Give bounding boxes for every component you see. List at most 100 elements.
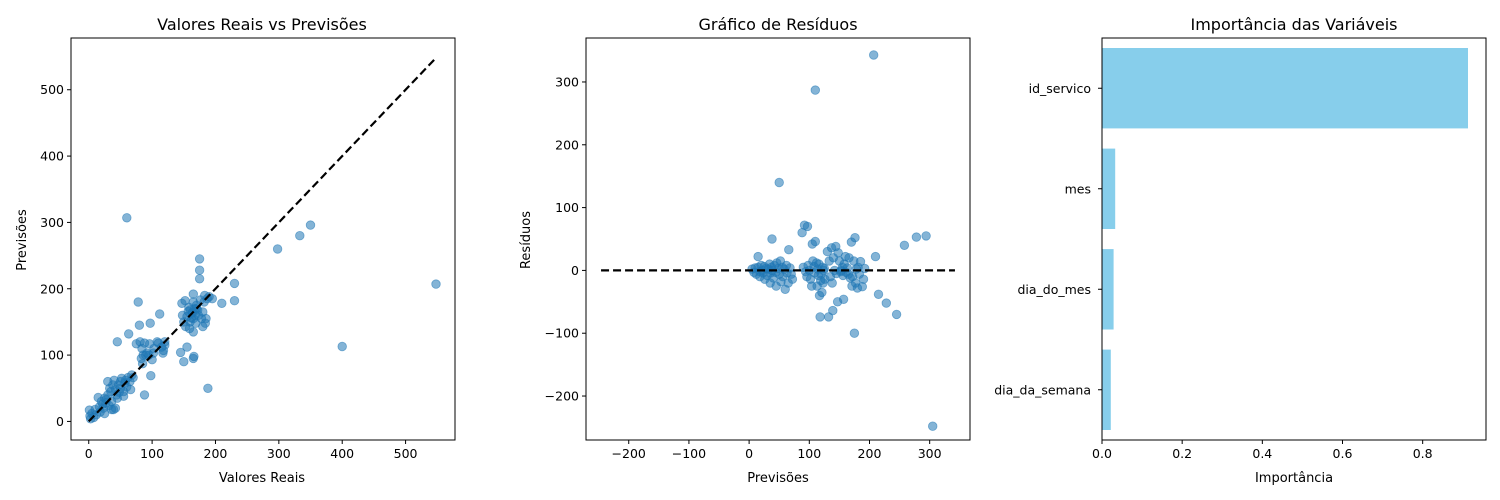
data-point	[295, 230, 305, 241]
data-point	[203, 383, 213, 394]
data-point	[911, 232, 922, 242]
data-point	[188, 289, 199, 299]
y-tick-label: 300	[555, 74, 579, 89]
x-axis-label: Previsões	[747, 471, 809, 486]
residuals-chart: Gráfico de Resíduos Previsões Resíduos −…	[519, 15, 971, 486]
chart-title: Importância das Variáveis	[1191, 15, 1398, 34]
data-point	[753, 251, 763, 262]
x-tick-label: 200	[204, 446, 228, 461]
x-tick-label: 0.4	[1252, 446, 1272, 461]
data-point	[431, 279, 441, 289]
x-tick-label: 400	[330, 446, 354, 461]
data-point	[194, 254, 205, 264]
data-point	[179, 357, 189, 367]
x-tick-label: 300	[918, 446, 942, 461]
x-tick-label: 200	[858, 446, 882, 461]
y-tick-label: 200	[555, 137, 579, 152]
data-point	[899, 240, 910, 251]
data-point	[873, 289, 884, 300]
data-point	[146, 371, 156, 381]
data-point	[123, 329, 134, 339]
x-tick-label: 0.8	[1413, 446, 1433, 461]
importance-bar	[1102, 249, 1114, 330]
data-point	[819, 263, 830, 274]
data-point	[858, 274, 869, 284]
data-point	[928, 421, 938, 431]
category-label: id_servico	[1029, 81, 1091, 96]
feature-importance-chart: Importância das Variáveis Importância id…	[994, 15, 1487, 486]
data-point	[207, 294, 218, 304]
importance-bar	[1102, 48, 1468, 129]
category-label: dia_da_semana	[994, 382, 1091, 397]
data-points	[747, 50, 938, 431]
x-tick-label: 0.0	[1092, 446, 1112, 461]
data-point	[188, 327, 199, 337]
data-point	[784, 244, 794, 255]
data-point	[194, 274, 205, 284]
data-point	[787, 274, 798, 284]
data-point	[229, 296, 240, 306]
data-point	[870, 251, 881, 262]
chart-title: Gráfico de Resíduos	[698, 15, 857, 34]
data-point	[850, 232, 860, 243]
y-tick-label: 100	[40, 348, 64, 363]
axes-frame	[1101, 37, 1487, 441]
y-tick-label: 0	[571, 263, 579, 278]
x-tick-label: 500	[394, 446, 418, 461]
y-tick-label: 100	[555, 200, 579, 215]
axes-frame	[585, 37, 971, 441]
x-tick-label: 0.2	[1172, 446, 1192, 461]
y-tick-label: −200	[545, 389, 579, 404]
data-point	[128, 372, 138, 383]
x-tick-label: 300	[267, 446, 291, 461]
data-point	[810, 85, 821, 95]
y-axis-label: Resíduos	[519, 211, 534, 269]
y-tick-label: 500	[40, 82, 64, 97]
data-point	[827, 278, 837, 288]
data-point	[774, 177, 784, 188]
x-axis-label: Valores Reais	[219, 471, 305, 486]
importance-bar	[1102, 349, 1111, 430]
data-point	[182, 342, 192, 352]
x-tick-label: 0.6	[1333, 446, 1353, 461]
data-point	[815, 312, 825, 322]
x-tick-label: 100	[140, 446, 164, 461]
data-point	[802, 221, 813, 232]
data-point	[134, 320, 145, 330]
data-point	[175, 347, 186, 358]
data-point	[881, 298, 892, 308]
data-point	[112, 337, 123, 347]
data-point	[817, 287, 827, 298]
data-point	[99, 408, 110, 419]
data-point	[272, 244, 283, 254]
y-tick-label: 200	[40, 281, 64, 296]
x-tick-label: 100	[797, 446, 821, 461]
x-tick-label: −100	[672, 446, 706, 461]
data-point	[118, 391, 129, 401]
x-axis-label: Importância	[1255, 471, 1333, 486]
data-point	[838, 294, 849, 305]
y-axis-label: Previsões	[15, 209, 30, 271]
data-point	[122, 213, 132, 223]
y-tick-label: 0	[56, 414, 64, 429]
data-point	[194, 265, 205, 275]
data-point	[229, 278, 240, 289]
data-point	[139, 390, 150, 400]
data-point	[189, 351, 199, 362]
data-point	[133, 297, 143, 307]
data-point	[849, 328, 860, 338]
data-point	[921, 231, 931, 241]
y-tick-label: 300	[40, 215, 64, 230]
data-point	[869, 50, 879, 60]
x-tick-label: 0	[85, 446, 93, 461]
data-point	[110, 403, 121, 413]
y-tick-label: −100	[545, 326, 579, 341]
x-tick-label: −200	[612, 446, 646, 461]
category-label: mes	[1065, 181, 1091, 196]
data-point	[828, 305, 838, 316]
data-point	[201, 313, 211, 324]
data-point	[767, 234, 777, 244]
axes-frame	[70, 37, 456, 441]
data-point	[855, 256, 866, 267]
